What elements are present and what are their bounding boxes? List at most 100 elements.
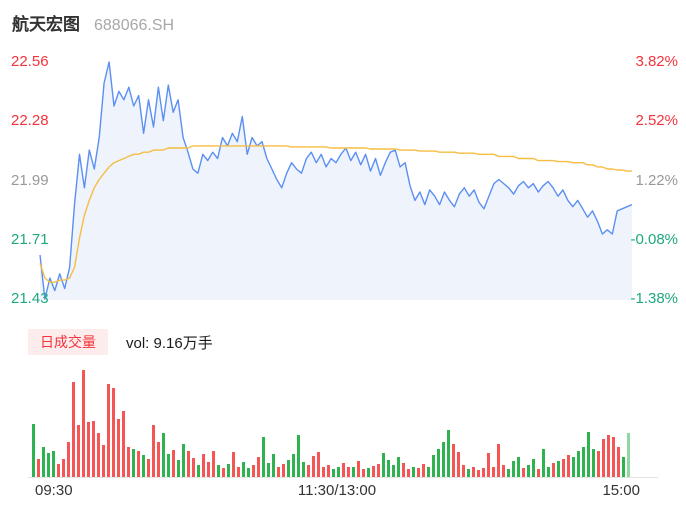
volume-bar bbox=[72, 382, 75, 477]
volume-bar bbox=[587, 432, 590, 477]
volume-bar bbox=[347, 467, 350, 477]
volume-bar bbox=[247, 468, 250, 477]
volume-bar bbox=[52, 451, 55, 477]
volume-bar bbox=[577, 451, 580, 477]
volume-bar bbox=[107, 384, 110, 477]
volume-bar bbox=[232, 452, 235, 477]
volume-bar bbox=[597, 451, 600, 477]
volume-bar bbox=[387, 460, 390, 477]
volume-bar bbox=[382, 453, 385, 477]
volume-bar bbox=[457, 452, 460, 477]
volume-bar bbox=[142, 455, 145, 477]
volume-bar bbox=[267, 463, 270, 477]
volume-bar bbox=[477, 470, 480, 477]
pct-axis-label: 3.82% bbox=[635, 53, 678, 70]
volume-bar bbox=[352, 467, 355, 477]
volume-bar bbox=[212, 451, 215, 477]
price-axis-label: 21.43 bbox=[11, 290, 49, 307]
volume-bar bbox=[47, 453, 50, 477]
volume-bar bbox=[42, 447, 45, 477]
volume-bar bbox=[612, 437, 615, 477]
volume-bar bbox=[547, 467, 550, 477]
volume-bar bbox=[447, 430, 450, 477]
volume-bar bbox=[37, 459, 40, 477]
volume-bar bbox=[207, 462, 210, 477]
price-area-fill bbox=[40, 62, 632, 300]
volume-bar bbox=[537, 469, 540, 477]
volume-bar bbox=[462, 465, 465, 477]
volume-bar bbox=[607, 435, 610, 477]
volume-bar bbox=[397, 457, 400, 477]
pct-axis-label: -1.38% bbox=[630, 290, 678, 307]
pct-axis-label: 2.52% bbox=[635, 112, 678, 129]
volume-bar bbox=[57, 464, 60, 477]
volume-bar bbox=[117, 419, 120, 477]
volume-bar bbox=[452, 444, 455, 477]
volume-bar bbox=[532, 459, 535, 477]
volume-bar bbox=[32, 424, 35, 477]
price-axis-label: 22.28 bbox=[11, 112, 49, 129]
price-axis-label: 21.99 bbox=[11, 172, 49, 189]
volume-bar bbox=[87, 422, 90, 477]
volume-bar bbox=[92, 421, 95, 477]
volume-bar bbox=[327, 465, 330, 477]
volume-bar bbox=[102, 445, 105, 477]
volume-bar bbox=[417, 468, 420, 477]
volume-bar bbox=[282, 464, 285, 477]
volume-bar bbox=[552, 463, 555, 477]
volume-bar bbox=[427, 467, 430, 477]
volume-bar bbox=[332, 469, 335, 477]
volume-bar bbox=[522, 468, 525, 477]
volume-bar bbox=[572, 457, 575, 477]
volume-bar bbox=[492, 467, 495, 477]
avg-price-line bbox=[39, 145, 632, 283]
volume-bar bbox=[192, 458, 195, 477]
volume-bar bbox=[77, 425, 80, 477]
volume-bar bbox=[302, 462, 305, 477]
volume-bar bbox=[287, 460, 290, 477]
volume-bar bbox=[242, 462, 245, 477]
stock-name: 航天宏图 bbox=[12, 15, 80, 34]
price-line bbox=[39, 61, 633, 300]
volume-bar bbox=[412, 467, 415, 477]
pct-axis-label: -0.08% bbox=[630, 231, 678, 248]
volume-bar bbox=[377, 464, 380, 477]
volume-bar bbox=[467, 469, 470, 477]
volume-bar bbox=[127, 447, 130, 477]
volume-bar bbox=[357, 461, 360, 477]
volume-legend-badge[interactable]: 日成交量 bbox=[28, 329, 108, 355]
volume-bar bbox=[507, 469, 510, 477]
volume-bar bbox=[557, 461, 560, 477]
volume-bar bbox=[432, 455, 435, 477]
volume-bar bbox=[527, 465, 530, 477]
volume-bar bbox=[322, 467, 325, 477]
volume-bar bbox=[262, 437, 265, 477]
volume-bar bbox=[517, 457, 520, 477]
volume-bar bbox=[167, 454, 170, 477]
price-axis-label: 22.56 bbox=[11, 53, 49, 70]
pct-axis-label: 1.22% bbox=[635, 172, 678, 189]
volume-bar bbox=[227, 464, 230, 477]
volume-bar bbox=[182, 444, 185, 477]
volume-bar bbox=[172, 450, 175, 477]
volume-bar bbox=[442, 442, 445, 477]
volume-bar bbox=[217, 465, 220, 477]
price-axis-label: 21.71 bbox=[11, 231, 49, 248]
volume-bar bbox=[512, 461, 515, 477]
x-axis-tick-open: 09:30 bbox=[35, 482, 73, 499]
volume-bar bbox=[137, 451, 140, 477]
header: 航天宏图 688066.SH bbox=[12, 10, 174, 34]
volume-bar bbox=[187, 451, 190, 477]
volume-bar bbox=[202, 454, 205, 477]
volume-bar bbox=[157, 442, 160, 477]
volume-bar bbox=[342, 463, 345, 477]
volume-bar bbox=[162, 433, 165, 477]
volume-bar bbox=[67, 442, 70, 477]
volume-bar bbox=[97, 433, 100, 477]
volume-bar bbox=[497, 444, 500, 477]
volume-bar bbox=[617, 447, 620, 477]
volume-bar bbox=[277, 467, 280, 477]
volume-bar bbox=[592, 449, 595, 477]
